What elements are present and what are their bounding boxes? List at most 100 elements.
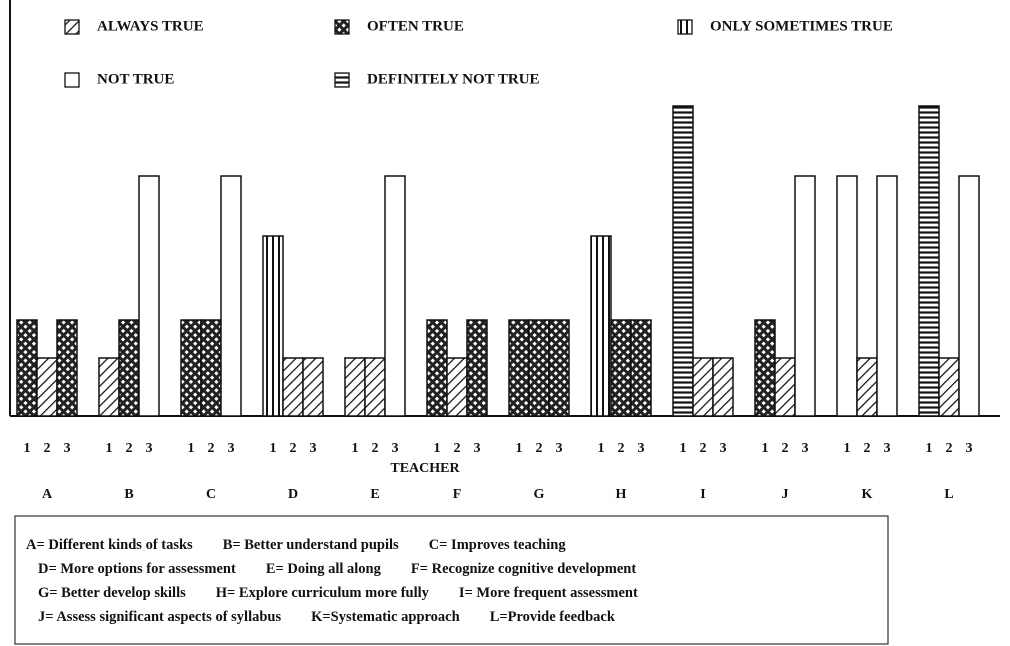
teacher-label: 3 [474,441,481,456]
teacher-label: 2 [536,441,543,456]
group-label: I [700,487,705,502]
teacher-label: 3 [146,441,153,456]
teacher-label: 3 [966,441,973,456]
group-label: L [944,487,953,502]
group-label: A [42,487,53,502]
key-line: D= More options for assessment E= Doing a… [38,561,636,577]
bar [958,175,980,417]
teacher-label: 2 [44,441,51,456]
key-item: F= Recognize cognitive development [411,561,636,577]
legend-swatch [334,72,350,88]
key-line: A= Different kinds of tasks B= Better und… [26,537,566,553]
bar [466,319,488,417]
legend-label: NOT TRUE [97,71,174,87]
bar [16,319,38,417]
bar [610,319,632,417]
bar [672,105,694,417]
teacher-label: 1 [516,441,523,456]
teacher-label: 1 [24,441,31,456]
key-item: C= Improves teaching [429,537,567,553]
bar [918,105,940,417]
key-box [14,515,889,645]
teacher-label: 2 [946,441,953,456]
bar [774,357,796,417]
teacher-label: 2 [864,441,871,456]
group-label: E [370,487,379,502]
teacher-label: 3 [638,441,645,456]
teacher-label: 3 [392,441,399,456]
teacher-label: 1 [926,441,933,456]
bar [692,357,714,417]
bar [56,319,78,417]
legend-swatch [677,19,693,35]
group-label: H [616,487,627,502]
key-line: J= Assess significant aspects of syllabu… [38,609,616,625]
key-item: L=Provide feedback [490,609,616,625]
bar [590,235,612,417]
bar [302,357,324,417]
bar [426,319,448,417]
bar [836,175,858,417]
bar [384,175,406,417]
bar [220,175,242,417]
teacher-label: 3 [228,441,235,456]
teacher-label: 2 [208,441,215,456]
key-item: I= More frequent assessment [459,585,638,601]
key-item: K=Systematic approach [311,609,460,625]
teacher-label: 3 [556,441,563,456]
key-line: G= Better develop skills H= Explore curri… [38,585,638,601]
group-label: C [206,487,216,502]
bar [712,357,734,417]
legend-swatch [64,19,80,35]
bar [794,175,816,417]
teacher-label: 1 [762,441,769,456]
key-item: E= Doing all along [266,561,382,577]
bar [508,319,530,417]
bar [528,319,550,417]
bar [200,319,222,417]
legend-label: OFTEN TRUE [367,18,464,34]
key-item: A= Different kinds of tasks [26,537,193,553]
bar [138,175,160,417]
legend-label: ONLY SOMETIMES TRUE [710,18,893,34]
bar [262,235,284,417]
group-label: B [124,487,133,502]
teacher-label: 3 [884,441,891,456]
teacher-label: 3 [720,441,727,456]
teacher-label: 1 [434,441,441,456]
key-item: G= Better develop skills [38,585,186,601]
teacher-label: 2 [618,441,625,456]
teacher-label: 1 [352,441,359,456]
group-label: F [453,487,462,502]
bar [548,319,570,417]
bar [282,357,304,417]
legend-label: DEFINITELY NOT TRUE [367,71,540,87]
key-item: J= Assess significant aspects of syllabu… [38,609,281,625]
teacher-label: 3 [310,441,317,456]
teacher-label: 1 [270,441,277,456]
teacher-label: 3 [64,441,71,456]
bar [876,175,898,417]
x-axis-label: TEACHER [390,461,460,476]
teacher-label: 3 [802,441,809,456]
group-label: K [862,487,873,502]
teacher-label: 2 [782,441,789,456]
bar [630,319,652,417]
bar [364,357,386,417]
teacher-label: 2 [290,441,297,456]
teacher-label: 1 [106,441,113,456]
bar [118,319,140,417]
key-item: D= More options for assessment [38,561,236,577]
group-label: J [782,487,789,502]
bar [98,357,120,417]
bar [938,357,960,417]
legend-swatch [64,72,80,88]
teacher-label: 1 [844,441,851,456]
key-item: H= Explore curriculum more fully [216,585,430,601]
group-label: G [534,487,545,502]
group-label: D [288,487,298,502]
bar [36,357,58,417]
teacher-label: 2 [126,441,133,456]
bar [180,319,202,417]
key-item: B= Better understand pupils [223,537,399,553]
